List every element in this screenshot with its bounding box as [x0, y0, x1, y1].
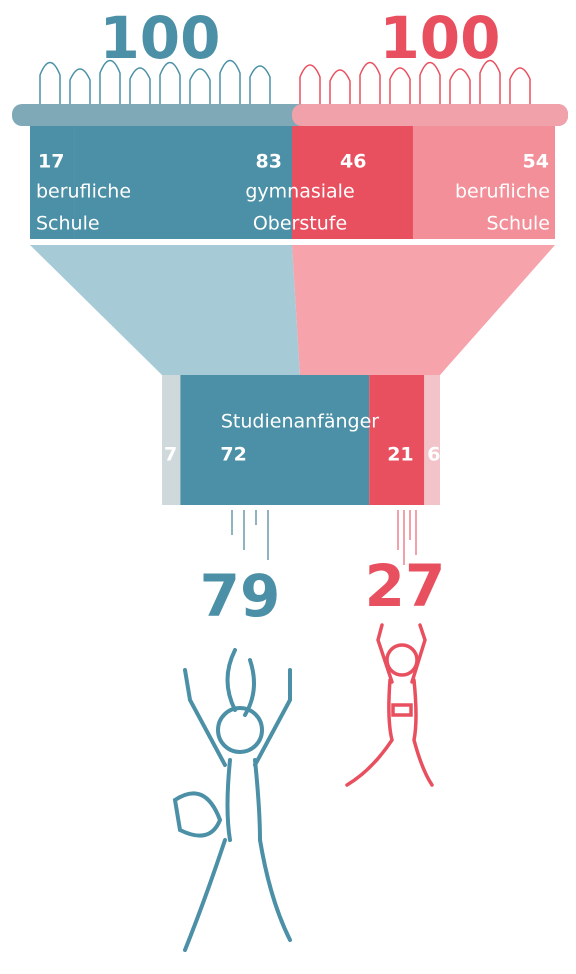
- right-total: 100: [379, 4, 500, 72]
- segment-label: berufliche: [36, 181, 131, 203]
- segment-label: berufliche: [455, 181, 550, 203]
- segment-value: 54: [523, 151, 549, 173]
- stage-label: Studienanfänger: [221, 411, 379, 433]
- bottom-segment: [162, 375, 180, 505]
- segment-value: 46: [340, 151, 366, 173]
- bottom-band: Studienanfänger 7 72 21 6: [162, 375, 440, 505]
- segment-value: 72: [220, 444, 246, 466]
- top-band: 17 83 46 54 berufliche Schule gymnasiale Oberst…: [30, 126, 555, 239]
- left-result: 79: [200, 562, 281, 630]
- bottom-segment: [424, 375, 440, 505]
- figure-right: [347, 625, 432, 785]
- segment-value: 7: [164, 444, 177, 466]
- funnel-right: [292, 245, 555, 375]
- segment-label: Schule: [36, 213, 100, 235]
- bottom-segment: [180, 375, 369, 505]
- funnel-left: [30, 245, 300, 375]
- left-total: 100: [99, 4, 220, 72]
- segment-label: Oberstufe: [253, 213, 347, 235]
- right-result: 27: [365, 552, 446, 620]
- figure-left: [175, 650, 290, 950]
- segment-value: 83: [256, 151, 282, 173]
- segment-label: gymnasiale: [245, 181, 354, 203]
- segment-value: 17: [38, 151, 64, 173]
- funnel-lip-right: [292, 104, 568, 126]
- segment-value: 6: [427, 444, 440, 466]
- segment-label: Schule: [486, 213, 550, 235]
- bottom-segment: [369, 375, 424, 505]
- segment-value: 21: [387, 444, 413, 466]
- infographic: 100 100 17 83 46 54 berufliche Schule gymnasia…: [0, 0, 576, 974]
- divider: [30, 239, 555, 243]
